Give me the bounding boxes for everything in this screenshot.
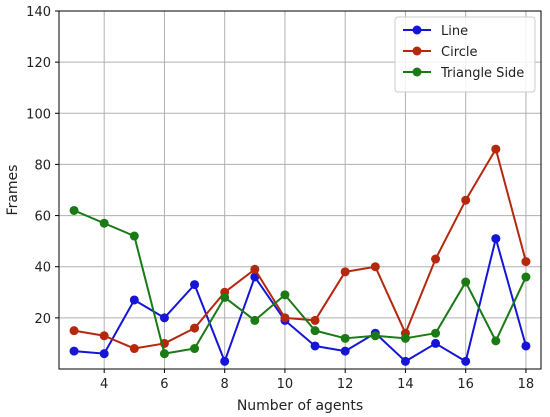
data-point: [220, 292, 230, 302]
y-tick-label: 20: [34, 312, 51, 327]
data-point: [190, 344, 200, 354]
data-point: [400, 333, 410, 343]
y-tick-label: 140: [26, 5, 51, 20]
data-point: [310, 341, 320, 351]
legend-label: Circle: [441, 45, 478, 60]
data-point: [491, 336, 501, 346]
x-tick-label: 8: [221, 377, 229, 392]
data-point: [250, 315, 260, 325]
legend-marker: [412, 25, 422, 35]
data-point: [69, 205, 79, 215]
series-group: [69, 144, 531, 366]
x-axis: 4 6 8 10 12 14 16 18: [100, 369, 534, 392]
data-point: [461, 356, 471, 366]
data-point: [491, 234, 501, 244]
x-tick-label: 12: [337, 377, 354, 392]
data-point: [99, 218, 109, 228]
data-point: [280, 313, 290, 323]
data-point: [310, 315, 320, 325]
y-axis: 20 40 60 80 100 120 140: [26, 5, 59, 327]
x-tick-label: 18: [518, 377, 535, 392]
data-point: [400, 356, 410, 366]
data-point: [431, 338, 441, 348]
data-point: [69, 326, 79, 336]
data-point: [521, 272, 531, 282]
data-point: [99, 349, 109, 359]
data-point: [129, 295, 139, 305]
series-triangle-side: [69, 205, 531, 359]
data-point: [159, 313, 169, 323]
y-axis-label: Frames: [5, 165, 21, 216]
data-point: [250, 264, 260, 274]
plot-frame: [58, 10, 542, 370]
data-point: [190, 323, 200, 333]
data-point: [521, 341, 531, 351]
x-tick-label: 14: [397, 377, 414, 392]
data-point: [340, 333, 350, 343]
data-point: [190, 280, 200, 290]
data-point: [159, 349, 169, 359]
series-line: [73, 237, 527, 363]
data-point: [461, 277, 471, 287]
data-point: [129, 231, 139, 241]
x-tick-label: 16: [457, 377, 474, 392]
y-tick-label: 120: [26, 56, 51, 71]
data-point: [431, 254, 441, 264]
legend-label: Triangle Side: [440, 66, 524, 81]
y-tick-label: 60: [34, 210, 51, 225]
legend: Line Circle Triangle Side: [394, 16, 536, 93]
data-point: [370, 262, 380, 272]
x-tick-label: 4: [100, 377, 108, 392]
series-line: [73, 148, 527, 350]
data-point: [69, 346, 79, 356]
x-axis-label: Number of agents: [237, 398, 363, 414]
x-tick-label: 10: [277, 377, 294, 392]
legend-box: [394, 16, 536, 93]
data-point: [99, 331, 109, 341]
data-point: [340, 346, 350, 356]
y-tick-label: 40: [34, 261, 51, 276]
series-line: [73, 209, 527, 355]
data-point: [220, 356, 230, 366]
data-point: [491, 144, 501, 154]
data-point: [370, 331, 380, 341]
data-point: [521, 257, 531, 267]
data-point: [340, 267, 350, 277]
data-point: [461, 195, 471, 205]
data-point: [129, 344, 139, 354]
legend-label: Line: [441, 24, 468, 39]
legend-marker: [412, 46, 422, 56]
x-tick-label: 6: [160, 377, 168, 392]
data-point: [431, 328, 441, 338]
series-circle: [69, 144, 531, 354]
y-tick-label: 80: [34, 158, 51, 173]
y-tick-label: 100: [26, 107, 51, 122]
data-point: [280, 290, 290, 300]
data-point: [310, 326, 320, 336]
legend-marker: [412, 67, 422, 77]
